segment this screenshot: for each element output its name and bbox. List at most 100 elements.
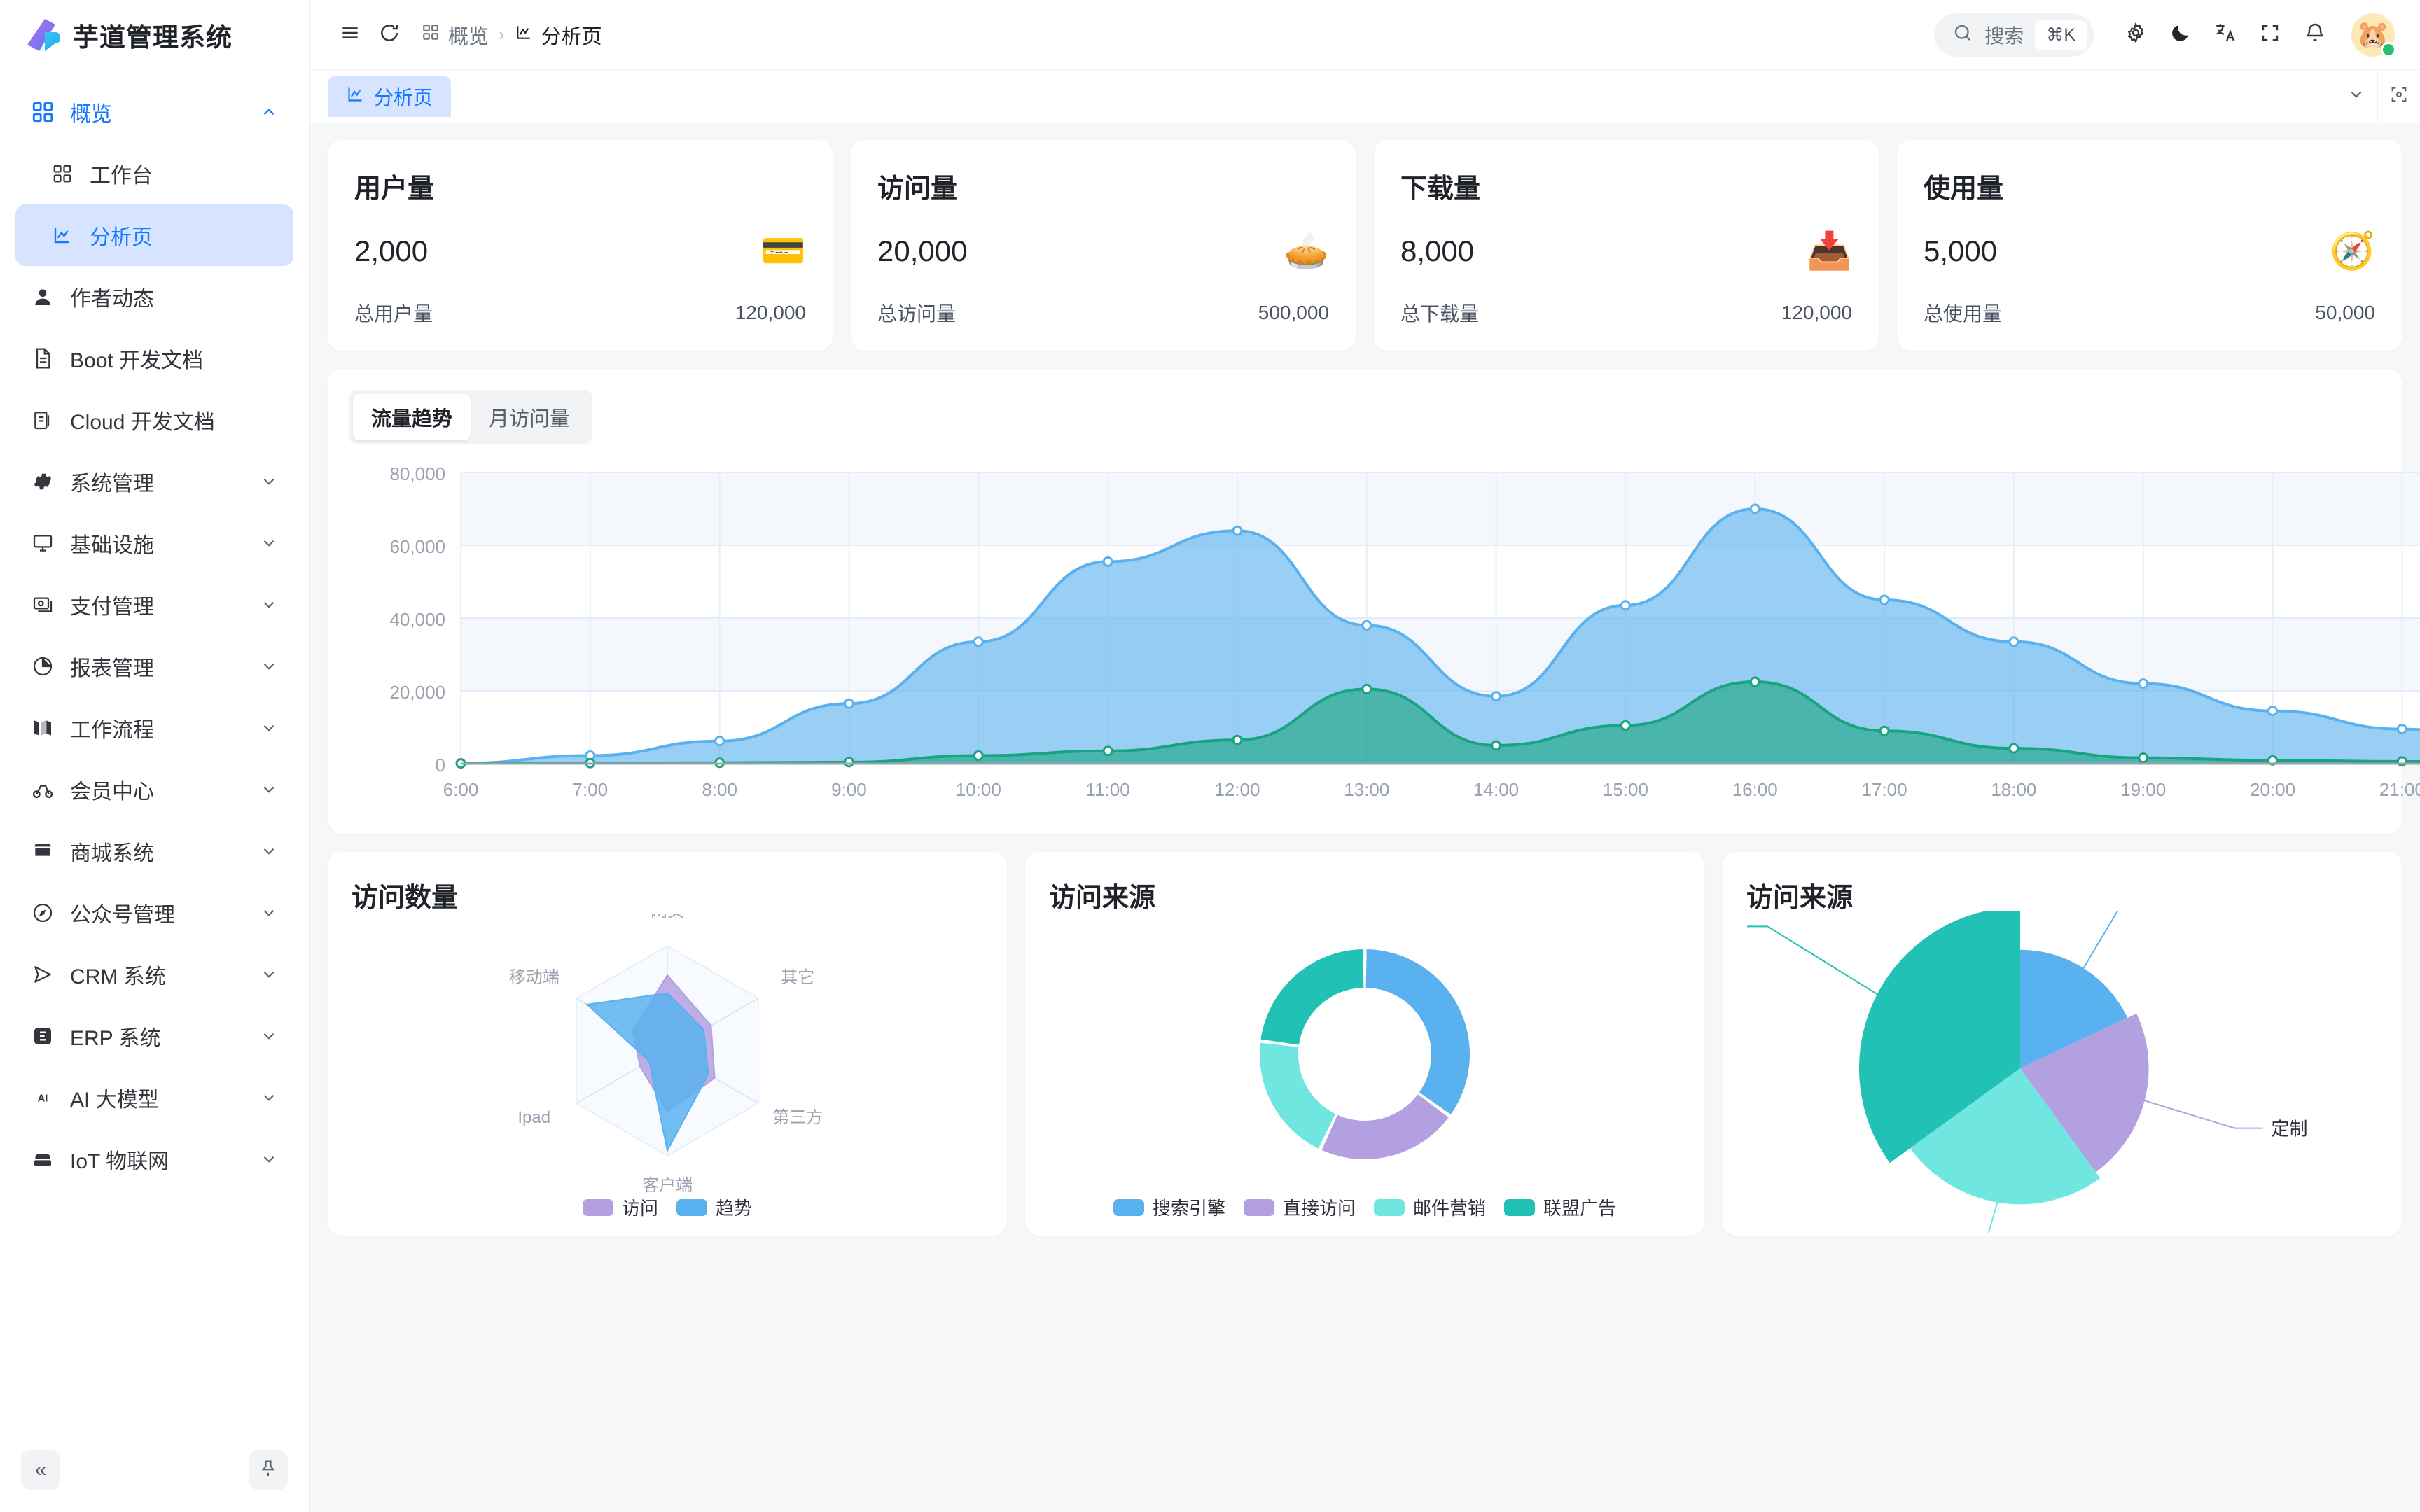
- refresh-button[interactable]: [370, 15, 409, 55]
- legend-item[interactable]: 邮件营销: [1374, 1194, 1486, 1220]
- card-title: 访问量: [877, 174, 958, 204]
- sidebar-item-mall[interactable]: 商城系统: [15, 820, 293, 882]
- sidebar-item-label: 工作台: [90, 164, 153, 188]
- toggle-menu-button[interactable]: [331, 15, 370, 55]
- sidebar-item-boot-docs[interactable]: Boot 开发文档: [15, 328, 293, 389]
- svg-text:14:00: 14:00: [1473, 779, 1519, 800]
- sidebar-item-infrastructure[interactable]: 基础设施: [15, 512, 293, 574]
- card-value: 20,000: [877, 234, 968, 267]
- legend-item[interactable]: 联盟广告: [1504, 1194, 1616, 1220]
- tab-expand-button[interactable]: [2378, 77, 2420, 116]
- bell-icon: [2304, 22, 2326, 48]
- visit-source-rose-panel: 访问来源 技术支持定制远程外包: [1723, 852, 2402, 1236]
- sidebar-item-report[interactable]: 报表管理: [15, 636, 293, 697]
- sidebar-item-cloud-docs[interactable]: Cloud 开发文档: [15, 389, 293, 451]
- sidebar-item-overview[interactable]: 概览: [15, 81, 293, 143]
- bottom-panels-row: 访问数量 网页其它第三方客户端 Ipad 移动端 访问 趋势: [328, 852, 2402, 1236]
- sidebar-item-ai[interactable]: AI AI 大模型: [15, 1067, 293, 1128]
- panel-title: 访问数量: [352, 883, 459, 913]
- legend-item[interactable]: 直接访问: [1243, 1194, 1356, 1220]
- sidebar-item-label: IoT 物联网: [70, 1150, 169, 1173]
- sidebar-item-erp[interactable]: ERP 系统: [15, 1005, 293, 1067]
- notifications-button[interactable]: [2295, 15, 2335, 55]
- dark-mode-button[interactable]: [2161, 15, 2200, 55]
- server-icon: [29, 1146, 56, 1172]
- card-value: 8,000: [1400, 234, 1475, 267]
- pin-sidebar-button[interactable]: [249, 1450, 288, 1490]
- card-title: 下载量: [1400, 174, 1481, 204]
- stat-card-visits: 访问量 20,000 🥧 总访问量 500,000: [851, 140, 1356, 351]
- card-total-value: 120,000: [1781, 302, 1852, 323]
- tab-bar: 分析页: [310, 69, 2420, 123]
- sidebar-item-analysis[interactable]: 分析页: [15, 204, 293, 266]
- sidebar-item-author-news[interactable]: 作者动态: [15, 266, 293, 328]
- chevron-down-icon: [258, 471, 279, 492]
- double-chevron-left-icon: «: [34, 1458, 47, 1481]
- card-total-label: 总访问量: [877, 303, 957, 325]
- settings-button[interactable]: [2116, 15, 2155, 55]
- sidebar-item-workbench[interactable]: 工作台: [15, 143, 293, 204]
- chevron-down-icon: [258, 1087, 279, 1108]
- sidebar-item-label: ERP 系统: [70, 1027, 161, 1050]
- sidebar-item-label: 会员中心: [70, 780, 154, 804]
- sidebar-item-payment[interactable]: 支付管理: [15, 574, 293, 636]
- avatar[interactable]: 🐹: [2351, 13, 2396, 57]
- sidebar-item-label: Boot 开发文档: [70, 349, 204, 372]
- sidebar-item-crm[interactable]: CRM 系统: [15, 944, 293, 1005]
- collapse-sidebar-button[interactable]: «: [21, 1450, 60, 1490]
- svg-text:80,000: 80,000: [389, 463, 445, 484]
- analytics-icon: [49, 222, 76, 248]
- rose-chart: 技术支持定制远程外包: [1746, 910, 2378, 1233]
- language-button[interactable]: [2206, 15, 2245, 55]
- trend-tab-traffic[interactable]: 流量趋势: [353, 394, 471, 440]
- legend-label: 联盟广告: [1543, 1198, 1617, 1219]
- sidebar-item-official-account[interactable]: 公众号管理: [15, 882, 293, 944]
- monitor-icon: [29, 530, 56, 556]
- app-logo[interactable]: 芋道管理系统: [0, 0, 309, 70]
- search-placeholder: 搜索: [1984, 24, 2024, 47]
- legend-swatch: [1113, 1198, 1144, 1216]
- card-total-value: 500,000: [1258, 302, 1329, 323]
- svg-text:0: 0: [436, 755, 445, 776]
- sidebar-item-label: 分析页: [90, 226, 153, 249]
- sidebar-nav: 概览 工作台: [0, 70, 309, 1428]
- sidebar-item-label: 公众号管理: [70, 904, 175, 927]
- donut-chart-svg: [1260, 949, 1470, 1159]
- chevron-down-icon: [258, 1149, 279, 1170]
- svg-text:9:00: 9:00: [831, 779, 867, 800]
- legend-item[interactable]: 搜索引擎: [1113, 1194, 1225, 1220]
- expand-icon: [2389, 85, 2409, 108]
- legend-swatch: [676, 1198, 707, 1216]
- sidebar-item-label: Cloud 开发文档: [70, 411, 215, 434]
- sidebar-item-system-management[interactable]: 系统管理: [15, 451, 293, 512]
- search-input[interactable]: 搜索 ⌘K: [1934, 13, 2094, 57]
- compass-icon: [29, 899, 56, 926]
- legend-item[interactable]: 趋势: [676, 1194, 752, 1220]
- trend-tab-monthly[interactable]: 月访问量: [489, 408, 571, 430]
- svg-text:定制: 定制: [2272, 1118, 2308, 1139]
- sidebar-item-workflow[interactable]: 工作流程: [15, 697, 293, 759]
- card-value: 5,000: [1924, 234, 1998, 267]
- send-icon: [29, 961, 56, 988]
- sidebar-item-iot[interactable]: IoT 物联网: [15, 1128, 293, 1190]
- breadcrumb-item-analysis[interactable]: 分析页: [515, 20, 602, 50]
- card-total-label: 总用户量: [354, 303, 433, 325]
- sidebar-item-member-center[interactable]: 会员中心: [15, 759, 293, 820]
- radar-chart-svg: 网页其它第三方客户端 Ipad 移动端: [509, 914, 823, 1194]
- chevron-up-icon: [258, 102, 279, 122]
- sidebar-item-label: 报表管理: [70, 657, 154, 680]
- card-value: 2,000: [354, 234, 429, 267]
- chevron-down-icon: [258, 779, 279, 800]
- pin-icon: [258, 1459, 278, 1482]
- tab-analysis[interactable]: 分析页: [328, 76, 452, 117]
- svg-text:7:00: 7:00: [573, 779, 609, 800]
- svg-text:11:00: 11:00: [1086, 779, 1130, 800]
- legend-item[interactable]: 访问: [582, 1194, 658, 1220]
- fullscreen-button[interactable]: [2251, 15, 2290, 55]
- svg-text:其它: 其它: [781, 968, 814, 987]
- stat-card-downloads: 下载量 8,000 📥 总下载量 120,000: [1374, 140, 1879, 351]
- tab-dropdown-button[interactable]: [2335, 77, 2377, 116]
- breadcrumb-item-overview[interactable]: 概览: [422, 20, 489, 50]
- legend-label: 访问: [621, 1198, 658, 1219]
- svg-text:12:00: 12:00: [1214, 779, 1260, 800]
